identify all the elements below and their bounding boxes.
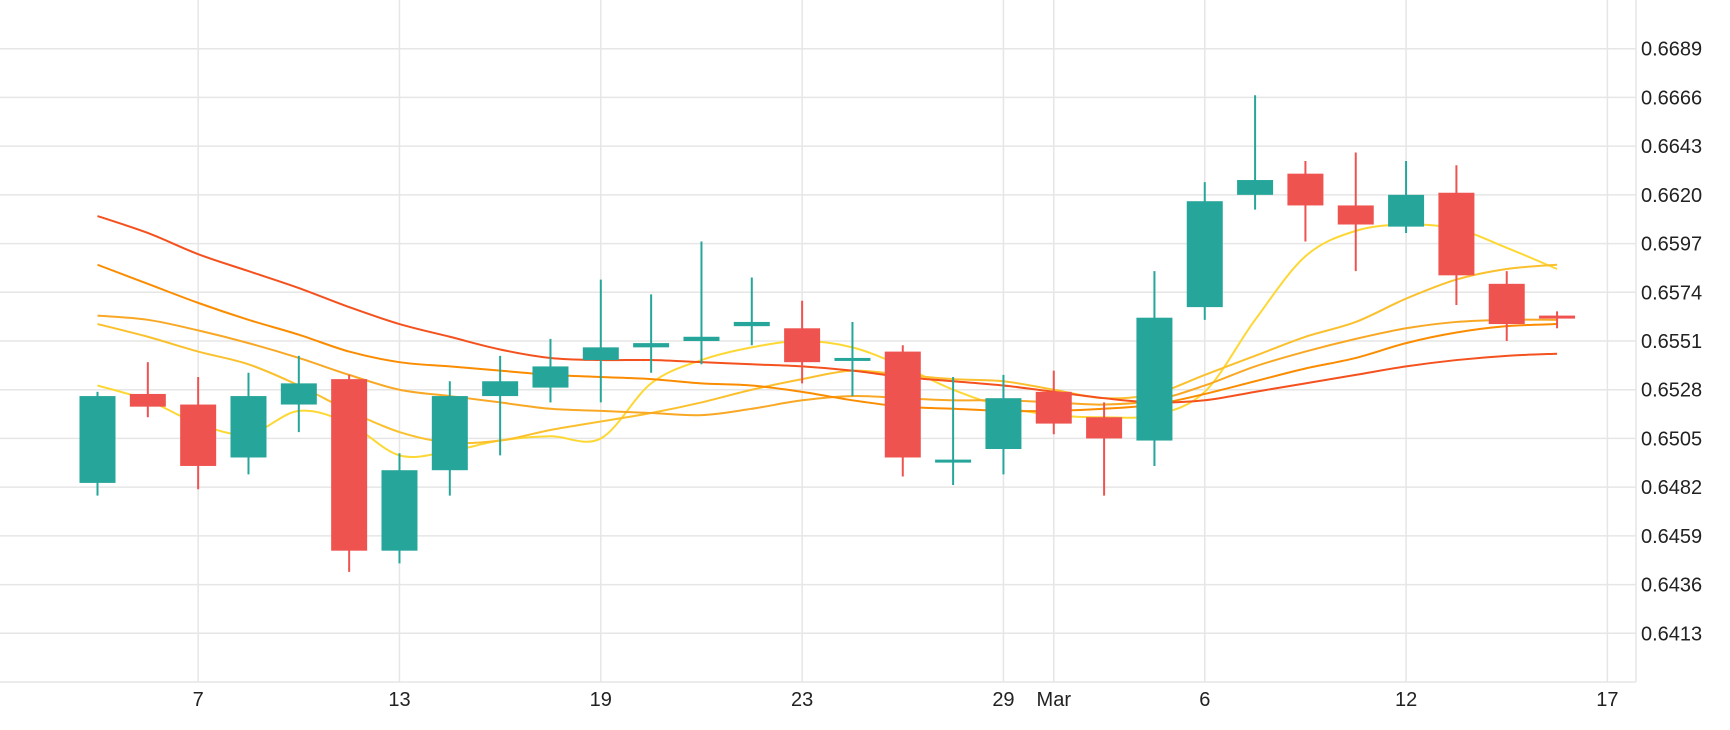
candle-body (1136, 317, 1173, 441)
moving-average-line-5 (97, 215, 1558, 404)
candle (683, 241, 720, 365)
candle (180, 377, 217, 490)
candle-body (1488, 283, 1525, 325)
candle (935, 377, 972, 486)
candle (1337, 152, 1374, 272)
y-tick-label: 0.6620 (1641, 185, 1702, 207)
candle (532, 338, 569, 403)
x-tick-label: 7 (193, 689, 204, 711)
candle (230, 372, 267, 475)
x-tick-label: 29 (992, 689, 1014, 711)
candle-body (1438, 192, 1475, 276)
candle (1388, 160, 1425, 233)
candle (331, 374, 368, 572)
candle-body (381, 470, 418, 551)
candle-body (935, 459, 972, 463)
candle-body (431, 396, 468, 471)
candle-body (1388, 194, 1425, 227)
candle-body (331, 379, 368, 551)
candle-body (683, 336, 720, 341)
candle (1035, 370, 1072, 435)
y-tick-label: 0.6574 (1641, 282, 1702, 304)
moving-average-line-3 (97, 314, 1558, 417)
y-tick-label: 0.6436 (1641, 575, 1702, 597)
candle (79, 391, 116, 496)
x-tick-label: 19 (590, 689, 612, 711)
candle-body (1035, 391, 1072, 424)
candle (381, 453, 418, 564)
candle-body (834, 357, 871, 361)
x-tick-label: 12 (1395, 689, 1417, 711)
x-tick-label: 23 (791, 689, 813, 711)
y-tick-label: 0.6528 (1641, 380, 1702, 402)
candle-body (129, 393, 166, 407)
candle-body (985, 398, 1022, 450)
candle (129, 362, 166, 418)
candle (431, 381, 468, 496)
candle-body (1539, 315, 1576, 319)
candle (733, 277, 770, 346)
candle-body (733, 321, 770, 327)
candle-body (280, 383, 317, 405)
candle (482, 355, 519, 456)
candle-body (1287, 173, 1324, 206)
candle (1438, 165, 1475, 305)
candle-body (784, 328, 821, 363)
candle-body (79, 396, 116, 483)
candle-body (582, 347, 619, 361)
y-tick-label: 0.6505 (1641, 428, 1702, 450)
candle (1539, 311, 1576, 329)
candle (884, 345, 921, 477)
x-tick-label: 6 (1199, 689, 1210, 711)
candle (784, 300, 821, 384)
moving-average-line-2 (97, 263, 1558, 445)
y-tick-label: 0.6459 (1641, 526, 1702, 548)
candle-body (230, 396, 267, 458)
candle-body (532, 366, 569, 388)
y-axis: 0.6689 0.6666 0.6643 0.6620 0.6597 0.6574 0.65… (1641, 39, 1702, 646)
moving-average-lines (97, 215, 1558, 458)
candles (79, 95, 1576, 572)
candle-body (482, 381, 519, 397)
candle-body (180, 404, 217, 466)
x-axis: 7 13 19 23 29 Mar 6 12 17 (193, 689, 1619, 711)
y-tick-label: 0.6643 (1641, 136, 1702, 158)
moving-average-line-4 (97, 263, 1558, 413)
x-tick-label: 13 (388, 689, 410, 711)
candle (633, 294, 670, 373)
candle-body (884, 351, 921, 458)
candle (1136, 271, 1173, 466)
candle-body (633, 343, 670, 348)
candle (1287, 160, 1324, 242)
candle-body (1186, 201, 1223, 308)
y-tick-label: 0.6551 (1641, 331, 1702, 353)
y-tick-label: 0.6666 (1641, 87, 1702, 109)
candle-body (1086, 417, 1123, 439)
y-tick-label: 0.6597 (1641, 234, 1702, 256)
y-tick-label: 0.6413 (1641, 623, 1702, 645)
candle (1237, 95, 1274, 210)
candle-body (1337, 205, 1374, 225)
x-tick-label: Mar (1037, 689, 1072, 711)
y-tick-label: 0.6482 (1641, 477, 1702, 499)
candle (280, 355, 317, 433)
candle (985, 374, 1022, 475)
candle (1488, 271, 1525, 341)
candle (1186, 182, 1223, 320)
candle (1086, 402, 1123, 496)
candle (834, 321, 871, 397)
y-tick-label: 0.6689 (1641, 39, 1702, 61)
candle (582, 279, 619, 403)
candle-body (1237, 180, 1274, 195)
x-tick-label: 17 (1596, 689, 1618, 711)
